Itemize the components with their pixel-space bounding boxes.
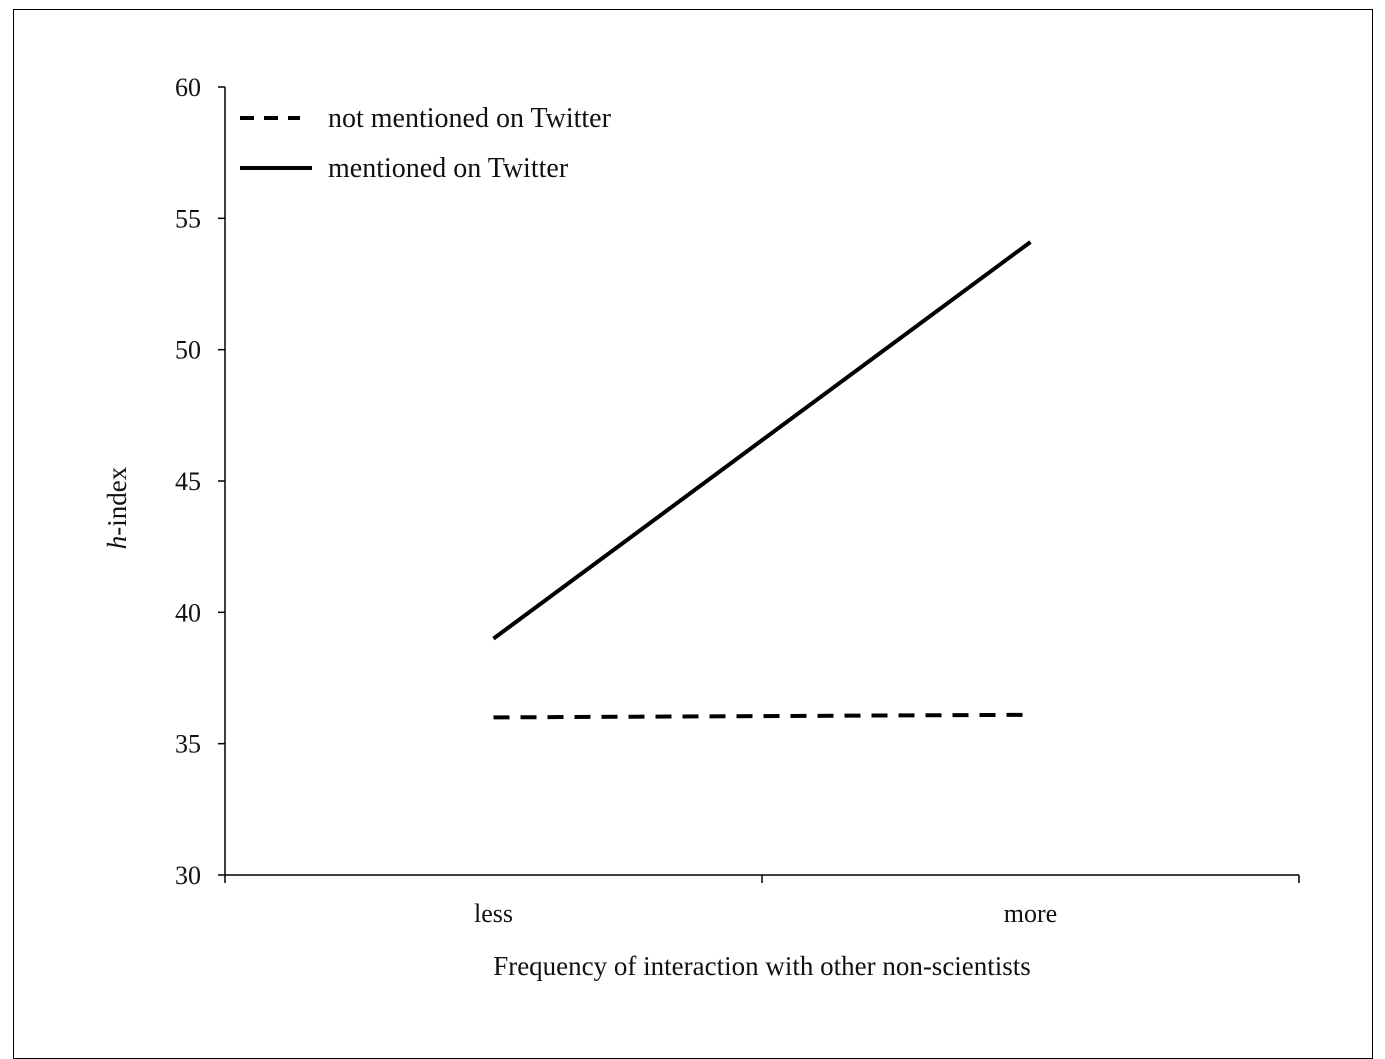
series-line-mentioned: [492, 240, 1032, 641]
y-tick-label: 40: [175, 598, 201, 627]
series-line-not-mentioned: [493, 712, 1031, 720]
legend-item-not-mentioned: not mentioned on Twitter: [240, 103, 612, 134]
y-axis-title: h-index: [102, 466, 132, 549]
series-layer: [492, 240, 1032, 720]
legend-item-mentioned: mentioned on Twitter: [240, 153, 569, 184]
x-axis-ticks: less more: [224, 875, 1300, 928]
y-axis-title-italic: h: [102, 536, 132, 550]
y-tick-label: 35: [175, 730, 201, 759]
x-axis-title: Frequency of interaction with other non-…: [493, 951, 1031, 981]
legend-label-mentioned: mentioned on Twitter: [328, 153, 569, 184]
y-tick-label: 55: [175, 204, 201, 233]
x-tick-label: more: [1004, 899, 1057, 928]
y-tick-label: 45: [175, 467, 201, 496]
y-tick-label: 30: [175, 861, 201, 890]
y-tick-label: 50: [175, 336, 201, 365]
legend: not mentioned on Twitter mentioned on Tw…: [240, 103, 612, 184]
x-tick-label: less: [474, 899, 513, 928]
chart-frame: [13, 9, 1373, 1059]
legend-label-not-mentioned: not mentioned on Twitter: [328, 103, 612, 134]
y-axis-title-rest: -index: [102, 466, 132, 535]
y-tick-label: 60: [175, 73, 201, 102]
y-axis-ticks: 30 35 40 45 50 55 60: [175, 73, 225, 890]
